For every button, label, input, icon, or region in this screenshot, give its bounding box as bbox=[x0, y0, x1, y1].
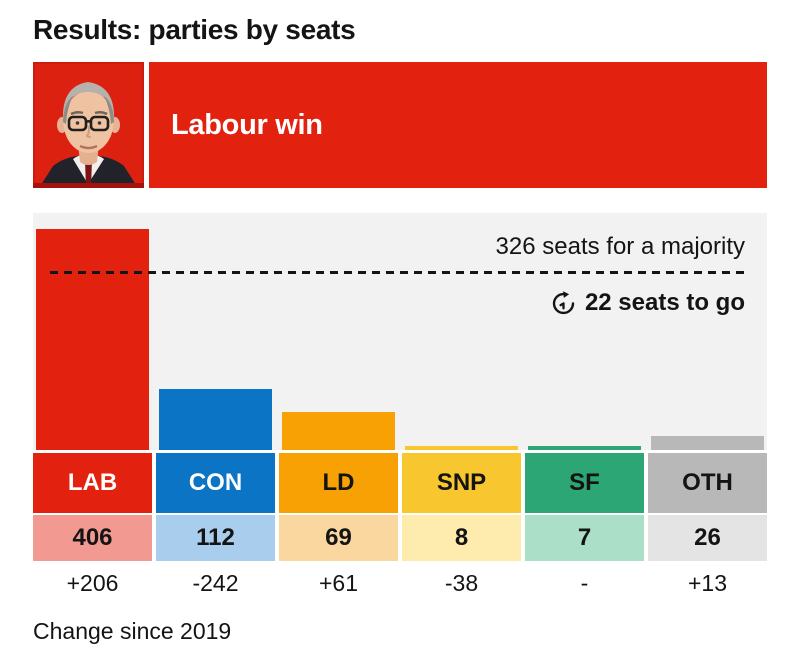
party-label-sf: SF bbox=[525, 453, 644, 513]
seats-lab: 406 bbox=[33, 515, 152, 561]
seats-to-go: 22 seats to go bbox=[551, 289, 745, 317]
party-label-lab: LAB bbox=[33, 453, 152, 513]
change-oth: +13 bbox=[687, 570, 727, 596]
seats-ld: 69 bbox=[279, 515, 398, 561]
results-page: Results: parties by seats bbox=[33, 0, 767, 645]
majority-threshold-line bbox=[50, 271, 747, 274]
party-label-con: CON bbox=[156, 453, 275, 513]
change-note: Change since 2019 bbox=[33, 618, 232, 644]
seats-snp: 8 bbox=[402, 515, 521, 561]
seats-oth: 26 bbox=[648, 515, 767, 561]
change-con: -242 bbox=[192, 570, 239, 596]
page-title: Results: parties by seats bbox=[33, 14, 356, 45]
seat-changes-row: +206 -242 +61 -38 - +13 bbox=[33, 570, 767, 597]
winner-banner-red: Labour win bbox=[149, 62, 767, 188]
countdown-clock-icon bbox=[551, 290, 576, 316]
change-lab: +206 bbox=[66, 570, 119, 596]
party-label-ld: LD bbox=[279, 453, 398, 513]
party-label-oth: OTH bbox=[648, 453, 767, 513]
bar-lab bbox=[36, 229, 149, 450]
party-label-snp: SNP bbox=[402, 453, 521, 513]
change-ld: +61 bbox=[318, 570, 358, 596]
seats-to-go-label: 22 seats to go bbox=[584, 289, 745, 316]
bar-con bbox=[159, 389, 272, 450]
majority-label: 326 seats for a majority bbox=[495, 233, 745, 260]
change-snp: -38 bbox=[444, 570, 479, 596]
portrait-illustration bbox=[33, 62, 144, 188]
party-labels-row: LAB CON LD SNP SF OTH bbox=[33, 453, 767, 513]
seats-con: 112 bbox=[156, 515, 275, 561]
winner-headline: Labour win bbox=[171, 108, 323, 141]
seats-sf: 7 bbox=[525, 515, 644, 561]
seats-chart: 326 seats for a majority 22 seats to go bbox=[33, 213, 767, 450]
keir-starmer-portrait bbox=[33, 62, 144, 188]
bar-sf bbox=[528, 446, 641, 450]
seat-values-row: 406 112 69 8 7 26 bbox=[33, 515, 767, 561]
bar-snp bbox=[405, 446, 518, 450]
bars-area bbox=[33, 213, 767, 450]
change-sf: - bbox=[580, 570, 589, 596]
bar-ld bbox=[282, 412, 395, 450]
winner-banner: Labour win bbox=[33, 62, 767, 188]
bar-oth bbox=[651, 436, 764, 450]
